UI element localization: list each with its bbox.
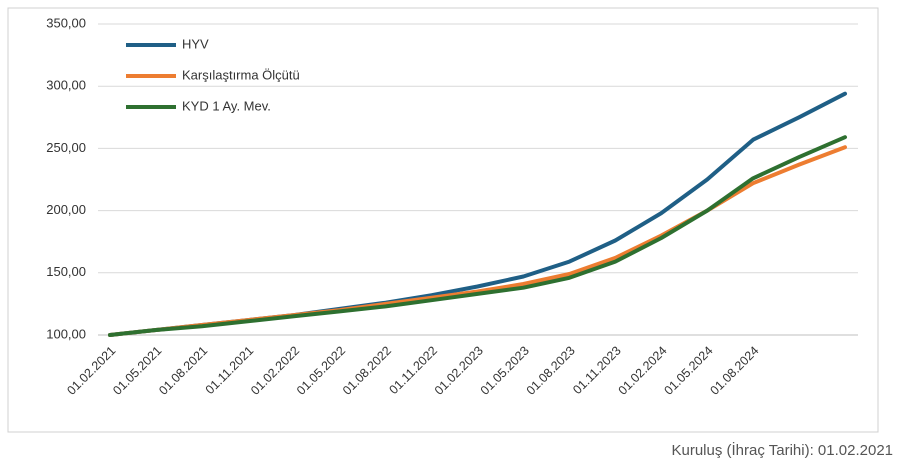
x-tick-label: 01.08.2022: [340, 344, 394, 398]
legend-label: Karşılaştırma Ölçütü: [182, 67, 300, 82]
series-line: [108, 91, 847, 337]
x-tick-label: 01.02.2022: [248, 344, 302, 398]
y-tick-label: 100,00: [46, 326, 86, 341]
x-tick-label: 01.05.2022: [294, 344, 348, 398]
footnote: Kuruluş (İhraç Tarihi): 01.02.2021: [671, 441, 893, 459]
x-tick-label: 01.02.2021: [64, 344, 118, 398]
legend-label: HYV: [182, 36, 209, 51]
x-tick-label: 01.05.2023: [478, 344, 532, 398]
y-tick-label: 300,00: [46, 78, 86, 93]
series-line: [108, 145, 847, 337]
x-tick-label: 01.08.2023: [524, 344, 578, 398]
legend-label: KYD 1 Ay. Mev.: [182, 98, 271, 113]
x-tick-label: 01.08.2021: [156, 344, 210, 398]
x-tick-label: 01.02.2023: [432, 344, 486, 398]
series-line: [108, 135, 847, 337]
x-tick-label: 01.02.2024: [616, 344, 670, 398]
y-tick-label: 250,00: [46, 140, 86, 155]
y-tick-label: 150,00: [46, 264, 86, 279]
x-tick-label: 01.05.2024: [662, 344, 716, 398]
y-tick-label: 350,00: [46, 15, 86, 30]
x-tick-label: 01.08.2024: [707, 344, 761, 398]
chart-frame: [7, 7, 879, 433]
y-tick-label: 200,00: [46, 202, 86, 217]
x-tick-label: 01.05.2021: [110, 344, 164, 398]
